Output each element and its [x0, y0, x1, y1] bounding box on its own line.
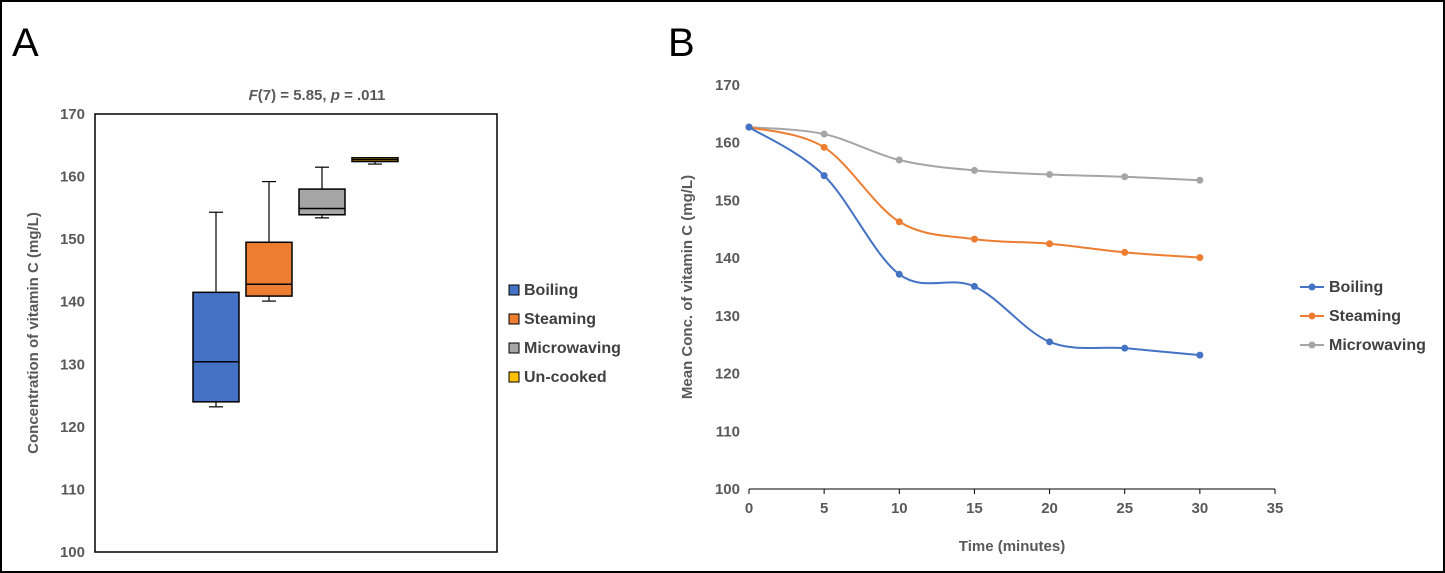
data-point	[895, 156, 903, 164]
legend-marker	[1308, 283, 1316, 291]
y-tick-label: 110	[61, 481, 85, 498]
data-point	[970, 166, 978, 174]
data-point	[1121, 248, 1129, 256]
series-microwaving	[745, 123, 1204, 184]
box-iqr	[192, 291, 240, 403]
legend-marker	[1308, 312, 1316, 320]
legend-label: Boiling	[1329, 279, 1383, 296]
legend-label: Microwaving	[1329, 337, 1426, 354]
y-axis-ticks: 100 110 120 130 140 150 160 170	[715, 77, 740, 498]
data-point	[1046, 240, 1054, 248]
y-tick-label: 170	[715, 77, 740, 94]
x-tick-label: 30	[1192, 500, 1209, 517]
data-point	[1121, 344, 1129, 352]
y-tick-label: 160	[715, 135, 740, 152]
legend-swatch	[508, 342, 520, 354]
legend-label: Steaming	[1329, 308, 1401, 325]
data-point	[1046, 170, 1054, 178]
data-point	[1196, 351, 1204, 359]
x-tick-label: 10	[891, 500, 908, 517]
stat-p-symbol: p	[330, 87, 340, 104]
data-point	[1121, 173, 1129, 181]
box-microwaving	[298, 166, 346, 219]
y-axis-title: Concentration of vitamin C (mg/L)	[25, 212, 42, 454]
legend: Boiling Steaming Microwaving	[1300, 279, 1426, 354]
y-tick-label: 120	[60, 419, 85, 436]
legend-swatch	[508, 371, 520, 383]
y-tick-label: 130	[715, 308, 740, 325]
x-axis-title: Time (minutes)	[959, 538, 1065, 555]
data-point	[1196, 254, 1204, 262]
legend-label: Un-cooked	[524, 369, 607, 386]
x-tick-label: 35	[1267, 500, 1284, 517]
x-tick-label: 20	[1041, 500, 1058, 517]
y-tick-label: 150	[60, 231, 85, 248]
legend-swatch	[508, 284, 520, 296]
y-tick-label: 110	[716, 423, 740, 440]
x-tick-label: 5	[820, 500, 828, 517]
y-tick-label: 100	[715, 481, 740, 498]
panel-a-boxplot: A F(7) = 5.85, p = .011 1001101201301401…	[12, 21, 621, 561]
data-point	[970, 235, 978, 243]
series-boiling	[745, 123, 1204, 359]
panel-b-linechart: B 100 110 120 130 140 150 160 170 0 5 10 15 20 25 30 3…	[668, 21, 1426, 555]
data-point	[970, 282, 978, 290]
stat-f-value: (7) = 5.85,	[258, 87, 331, 104]
data-point	[895, 218, 903, 226]
box-steaming	[245, 180, 293, 302]
y-tick-label: 150	[715, 192, 740, 209]
panel-a-label: A	[12, 21, 39, 65]
stat-f-symbol: F	[249, 87, 259, 104]
data-point	[1046, 338, 1054, 346]
data-point	[1196, 176, 1204, 184]
y-tick-label: 140	[715, 250, 740, 267]
box-un-cooked	[351, 157, 399, 165]
x-axis-ticks: 0 5 10 15 20 25 30 35	[745, 489, 1284, 517]
y-axis-ticks: 100 110 120 130 140 150 160 170	[60, 106, 85, 561]
data-point	[820, 130, 828, 138]
y-axis-title: Mean Conc. of vitamin C (mg/L)	[679, 175, 696, 399]
box-iqr	[245, 241, 293, 297]
box-iqr	[298, 188, 346, 216]
y-tick-label: 140	[60, 294, 85, 311]
box-series	[192, 157, 399, 408]
legend-label: Microwaving	[524, 340, 621, 357]
y-tick-label: 120	[715, 366, 740, 383]
box-boiling	[192, 211, 240, 408]
legend-marker	[1308, 341, 1316, 349]
legend: Boiling Steaming Microwaving Un-cooked	[508, 282, 621, 386]
panel-b-label: B	[668, 21, 695, 65]
legend-label: Boiling	[524, 282, 578, 299]
plot-area-frame	[94, 113, 498, 553]
legend-label: Steaming	[524, 311, 596, 328]
y-tick-label: 170	[60, 106, 85, 123]
data-point	[820, 172, 828, 180]
x-tick-label: 25	[1116, 500, 1133, 517]
data-point	[745, 123, 753, 131]
data-point	[820, 143, 828, 151]
y-tick-label: 130	[60, 356, 85, 373]
anova-stat-label: F(7) = 5.85, p = .011	[249, 87, 386, 104]
x-tick-label: 15	[966, 500, 983, 517]
data-point	[895, 270, 903, 278]
legend-swatch	[508, 313, 520, 325]
x-tick-label: 0	[745, 500, 753, 517]
stat-p-value: = .011	[340, 87, 385, 104]
line-series	[745, 123, 1204, 359]
series-steaming	[745, 123, 1204, 262]
y-tick-label: 100	[60, 544, 85, 561]
y-tick-label: 160	[60, 169, 85, 186]
